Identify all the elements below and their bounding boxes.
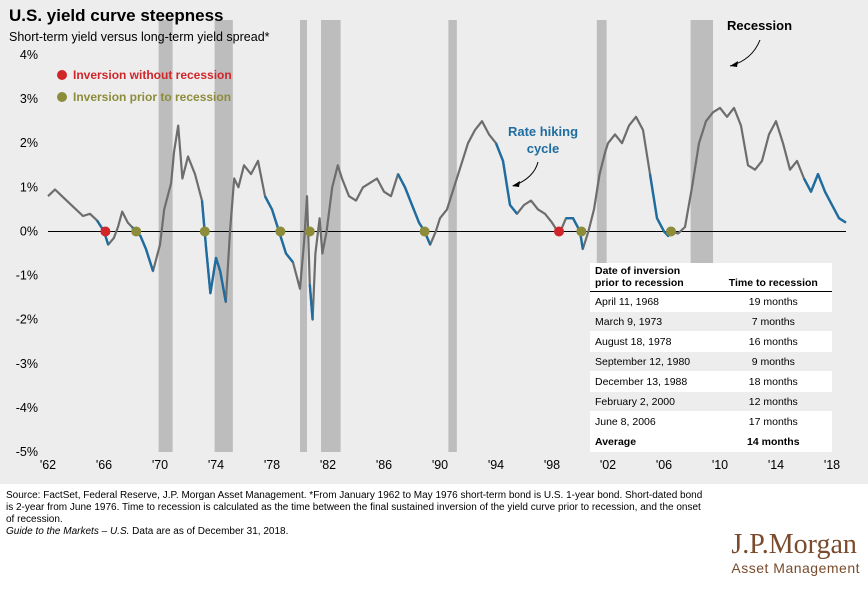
inversion-prior-recession-marker: [275, 226, 286, 237]
legend-item-no-recession: Inversion without recession: [57, 64, 232, 86]
x-tick-label: '10: [712, 458, 728, 472]
row-date: April 11, 1968: [590, 291, 715, 312]
hiking-segment: [308, 284, 314, 320]
table-header-row: Date of inversion prior to recession Time…: [590, 263, 832, 292]
inversion-prior-recession-marker: [576, 226, 587, 237]
recession-band: [321, 20, 341, 452]
legend-label: Inversion without recession: [73, 68, 232, 82]
x-tick-label: '02: [600, 458, 616, 472]
chart-title: U.S. yield curve steepness: [9, 6, 224, 25]
average-value: 14 months: [714, 431, 832, 452]
logo-sub: Asset Management: [731, 560, 860, 576]
y-tick-label: 4%: [20, 48, 38, 62]
recession-band: [214, 20, 233, 452]
source-note: Source: FactSet, Federal Reserve, J.P. M…: [6, 490, 703, 525]
table-row: December 13, 1988 18 months: [590, 371, 832, 392]
row-time: 9 months: [714, 351, 832, 372]
x-axis-ticks: '62 '66 '70 '74 '78 '82 '86 '90 '94 '98 '02 '06 '10 '…: [40, 458, 840, 472]
y-tick-label: -1%: [16, 269, 38, 283]
row-date: June 8, 2006: [590, 411, 715, 432]
row-time: 17 months: [714, 411, 832, 432]
table-row: September 12, 1980 9 months: [590, 351, 832, 372]
table-header-time: Time to recession: [714, 263, 832, 292]
hiking-segment: [494, 142, 518, 215]
recession-band: [448, 20, 457, 452]
x-tick-label: '18: [824, 458, 840, 472]
inversion-no-recession-marker: [554, 226, 564, 237]
rate-hiking-label-2: cycle: [527, 141, 560, 156]
rate-hiking-arrowhead: [512, 181, 520, 187]
x-tick-label: '06: [656, 458, 672, 472]
table-row: June 8, 2006 17 months: [590, 411, 832, 432]
olive-dot-icon: [57, 92, 67, 102]
x-tick-label: '66: [96, 458, 112, 472]
row-time: 19 months: [714, 291, 832, 312]
inversion-prior-recession-marker: [304, 226, 315, 237]
rate-hiking-arrow: [512, 161, 539, 187]
table-row: April 11, 1968 19 months: [590, 291, 832, 312]
inversion-table: Date of inversion prior to recession Time…: [590, 263, 832, 452]
recession-band: [158, 20, 173, 452]
table-row: August 18, 1978 16 months: [590, 331, 832, 352]
row-date: September 12, 1980: [590, 351, 715, 372]
inversion-markers: [100, 226, 676, 237]
inversion-prior-recession-marker: [419, 226, 430, 237]
row-date: March 9, 1973: [590, 311, 715, 332]
recession-arrowhead: [730, 61, 738, 67]
inversion-prior-recession-marker: [666, 226, 676, 237]
row-time: 18 months: [714, 371, 832, 392]
inversion-prior-recession-marker: [131, 226, 142, 237]
x-tick-label: '86: [376, 458, 392, 472]
legend-label: Inversion prior to recession: [73, 90, 232, 104]
row-date: February 2, 2000: [590, 391, 715, 412]
y-axis-ticks: 4% 3% 2% 1% 0% -1% -2% -3% -4% -5%: [16, 48, 38, 459]
x-tick-label: '62: [40, 458, 56, 472]
hiking-segment: [802, 172, 847, 224]
x-tick-label: '94: [488, 458, 504, 472]
y-tick-label: -5%: [16, 445, 38, 459]
y-tick-label: -3%: [16, 357, 38, 371]
x-tick-label: '14: [768, 458, 784, 472]
logo-main: J.P.Morgan: [731, 529, 857, 560]
jpmorgan-logo: J.P.Morgan Asset Management: [731, 529, 860, 577]
x-tick-label: '98: [544, 458, 560, 472]
y-tick-label: 0%: [20, 224, 38, 238]
recession-label: Recession: [727, 18, 792, 33]
guide-note: Guide to the Markets – U.S. Data are as …: [6, 526, 289, 537]
average-label: Average: [590, 431, 715, 452]
inversion-prior-recession-marker: [199, 226, 210, 237]
x-tick-label: '90: [432, 458, 448, 472]
row-time: 7 months: [714, 311, 832, 332]
annotations: Recession Rate hiking cycle: [508, 18, 792, 187]
hiking-segment: [200, 200, 227, 303]
footnote: Source: FactSet, Federal Reserve, J.P. M…: [6, 490, 706, 538]
y-tick-label: -4%: [16, 401, 38, 415]
inversion-no-recession-marker: [100, 226, 111, 237]
hiking-segment: [648, 173, 673, 238]
x-tick-label: '74: [208, 458, 224, 472]
hiking-segment: [566, 217, 584, 250]
y-tick-label: 3%: [20, 92, 38, 106]
x-tick-label: '78: [264, 458, 280, 472]
table-average-row: Average 14 months: [590, 431, 832, 452]
recession-arrow: [729, 39, 761, 67]
y-tick-label: -2%: [16, 313, 38, 327]
table-header-date: Date of inversion prior to recession: [590, 263, 715, 292]
chart-subtitle: Short-term yield versus long-term yield …: [9, 30, 270, 44]
x-tick-label: '70: [152, 458, 168, 472]
red-dot-icon: [57, 70, 67, 80]
legend-item-prior-recession: Inversion prior to recession: [57, 86, 232, 108]
row-time: 16 months: [714, 331, 832, 352]
table-row: February 2, 2000 12 months: [590, 391, 832, 412]
recession-band: [596, 20, 607, 452]
table-row: March 9, 1973 7 months: [590, 311, 832, 332]
row-date: December 13, 1988: [590, 371, 715, 392]
legend: Inversion without recession Inversion pr…: [57, 64, 232, 108]
y-tick-label: 1%: [20, 180, 38, 194]
rate-hiking-label: Rate hiking: [508, 124, 578, 139]
row-time: 12 months: [714, 391, 832, 412]
y-tick-label: 2%: [20, 136, 38, 150]
x-tick-label: '82: [320, 458, 336, 472]
row-date: August 18, 1978: [590, 331, 715, 352]
